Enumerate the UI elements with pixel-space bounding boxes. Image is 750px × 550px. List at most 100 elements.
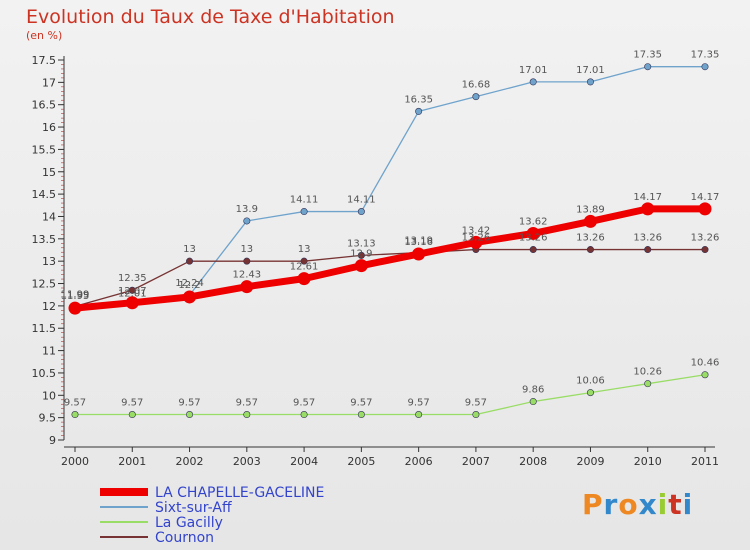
data-point bbox=[68, 301, 82, 315]
data-point bbox=[644, 246, 652, 254]
x-tick-label: 2010 bbox=[634, 455, 662, 468]
data-point bbox=[472, 93, 480, 101]
y-tick-label: 11 bbox=[42, 345, 56, 358]
x-tick-label: 2006 bbox=[405, 455, 433, 468]
data-label: 14.17 bbox=[633, 192, 662, 203]
data-point bbox=[641, 202, 655, 216]
data-point bbox=[300, 208, 308, 216]
data-label: 9.57 bbox=[178, 398, 200, 409]
data-point bbox=[128, 286, 136, 294]
data-label: 12.01 bbox=[118, 288, 147, 299]
legend-entry: LA CHAPELLE-GACELINE bbox=[155, 485, 324, 501]
data-label: 13.26 bbox=[576, 233, 605, 244]
y-tick-label: 10.5 bbox=[32, 367, 57, 380]
data-point bbox=[529, 78, 537, 86]
data-point bbox=[300, 411, 308, 419]
data-label: 13.9 bbox=[236, 204, 258, 215]
proxiti-logo: Proxiti bbox=[582, 488, 694, 521]
legend-entry: Sixt-sur-Aff bbox=[155, 500, 232, 516]
data-label: 10.46 bbox=[691, 358, 720, 369]
chart-title: Evolution du Taux de Taxe d'Habitation bbox=[26, 6, 395, 28]
data-label: 13.13 bbox=[347, 238, 376, 249]
data-label: 14.11 bbox=[290, 195, 319, 206]
data-label: 12.35 bbox=[118, 273, 147, 284]
data-label: 11.99 bbox=[61, 289, 90, 300]
data-label: 13.26 bbox=[633, 233, 662, 244]
data-label: 12.61 bbox=[290, 262, 319, 273]
data-point bbox=[71, 411, 79, 419]
data-label: 9.86 bbox=[522, 385, 544, 396]
x-tick-label: 2009 bbox=[576, 455, 604, 468]
x-tick-label: 2011 bbox=[691, 455, 719, 468]
data-label: 11.95 bbox=[61, 291, 90, 302]
data-label: 14.11 bbox=[347, 195, 376, 206]
data-label: 11.99 bbox=[61, 289, 90, 300]
y-tick-label: 16.5 bbox=[32, 99, 57, 112]
data-point bbox=[186, 411, 194, 419]
series-line bbox=[74, 66, 705, 307]
data-point bbox=[415, 107, 423, 115]
data-point bbox=[240, 280, 254, 294]
data-point bbox=[357, 251, 365, 259]
x-tick-label: 2003 bbox=[233, 455, 261, 468]
data-point bbox=[243, 257, 251, 265]
data-label: 17.35 bbox=[633, 50, 662, 61]
data-point bbox=[357, 208, 365, 216]
y-tick-label: 17.5 bbox=[32, 54, 57, 67]
data-point bbox=[529, 246, 537, 254]
data-label: 13.42 bbox=[462, 225, 491, 236]
data-label: 13.16 bbox=[404, 237, 433, 248]
data-point bbox=[644, 380, 652, 388]
data-point bbox=[586, 389, 594, 397]
data-label: 16.68 bbox=[462, 80, 491, 91]
data-point bbox=[243, 217, 251, 225]
data-point bbox=[583, 214, 597, 228]
chart-subtitle: (en %) bbox=[26, 29, 63, 42]
y-tick-label: 13.5 bbox=[32, 233, 57, 246]
data-label: 17.35 bbox=[691, 50, 720, 61]
data-label: 12.07 bbox=[118, 286, 147, 297]
data-label: 9.57 bbox=[293, 398, 315, 409]
data-point bbox=[469, 235, 483, 249]
data-label: 9.57 bbox=[64, 398, 86, 409]
data-point bbox=[297, 272, 311, 286]
data-label: 10.06 bbox=[576, 376, 605, 387]
data-point bbox=[586, 246, 594, 254]
data-label: 17.01 bbox=[576, 65, 605, 76]
data-label: 9.57 bbox=[465, 398, 487, 409]
y-tick-label: 16 bbox=[42, 121, 56, 134]
y-tick-label: 9 bbox=[49, 434, 56, 447]
data-label: 9.57 bbox=[350, 398, 372, 409]
data-label: 13.26 bbox=[691, 233, 720, 244]
data-label: 13.89 bbox=[576, 204, 605, 215]
data-label: 9.57 bbox=[236, 398, 258, 409]
y-tick-label: 14 bbox=[42, 210, 56, 223]
x-tick-label: 2001 bbox=[118, 455, 146, 468]
data-label: 13.26 bbox=[519, 233, 548, 244]
series-line bbox=[74, 205, 705, 312]
data-point bbox=[186, 257, 194, 265]
data-label: 13.62 bbox=[519, 216, 548, 227]
data-point bbox=[529, 398, 537, 406]
data-label: 10.26 bbox=[633, 367, 662, 378]
data-point bbox=[701, 371, 709, 379]
data-point bbox=[698, 202, 712, 216]
data-label: 12.24 bbox=[175, 278, 204, 289]
series-line bbox=[75, 374, 706, 416]
data-label: 12.9 bbox=[350, 249, 372, 260]
data-point bbox=[357, 411, 365, 419]
data-point bbox=[354, 259, 368, 273]
y-tick-label: 17 bbox=[42, 76, 56, 89]
data-label: 13 bbox=[183, 244, 196, 255]
data-point bbox=[472, 411, 480, 419]
y-tick-label: 15.5 bbox=[32, 143, 57, 156]
x-tick-label: 2000 bbox=[61, 455, 89, 468]
data-label: 13.26 bbox=[462, 233, 491, 244]
legend-entry: La Gacilly bbox=[155, 515, 223, 531]
data-point bbox=[586, 78, 594, 86]
series-line bbox=[74, 248, 705, 307]
data-point bbox=[128, 411, 136, 419]
y-tick-label: 15 bbox=[42, 166, 56, 179]
